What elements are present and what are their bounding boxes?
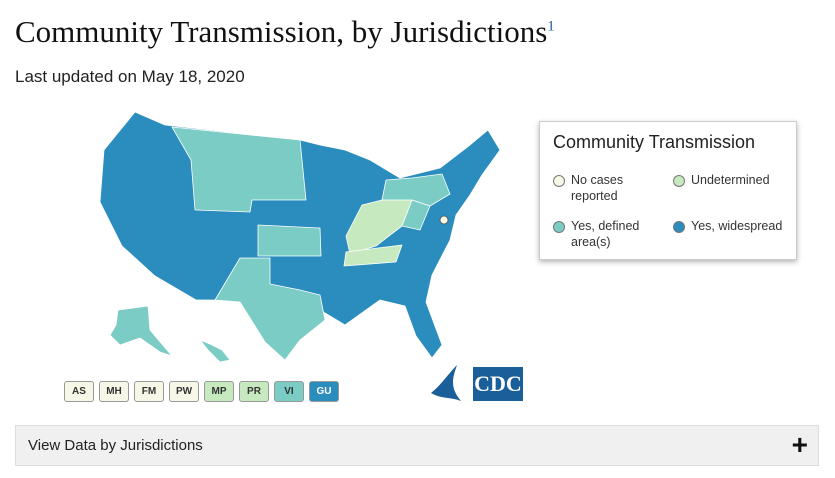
legend-item: Yes, defined area(s)	[553, 218, 663, 250]
territory-button[interactable]: AS	[64, 381, 94, 402]
legend: Community Transmission No cases reported…	[539, 121, 797, 260]
territory-button[interactable]: MP	[204, 381, 234, 402]
territory-button[interactable]: PR	[239, 381, 269, 402]
title-text: Community Transmission, by Jurisdictions	[15, 14, 548, 49]
alaska	[109, 305, 173, 357]
hawaii	[199, 339, 231, 363]
territory-button[interactable]: VI	[274, 381, 304, 402]
state-region	[171, 126, 307, 213]
legend-swatch	[673, 175, 685, 187]
legend-label: Yes, widespread	[691, 219, 783, 233]
state-region	[257, 224, 322, 257]
legend-item: Yes, widespread	[673, 218, 783, 234]
hhs-logo	[431, 365, 461, 401]
accordion-icon: +	[791, 429, 808, 460]
legend-swatch	[553, 175, 565, 187]
state-region	[401, 199, 431, 231]
legend-swatch	[673, 221, 685, 233]
state-region	[439, 215, 449, 225]
territory-button[interactable]: FM	[134, 381, 164, 402]
legend-label: No cases reported	[571, 173, 624, 203]
legend-label: Undetermined	[691, 173, 770, 187]
accordion[interactable]: View Data by Jurisdictions +	[15, 425, 819, 466]
legend-item: No cases reported	[553, 172, 663, 204]
state-region	[214, 257, 326, 361]
legend-title: Community Transmission	[553, 132, 756, 152]
territory-button[interactable]: MH	[99, 381, 129, 402]
legend-swatch	[553, 221, 565, 233]
title: Community Transmission, by Jurisdictions…	[15, 14, 555, 50]
legend-label: Yes, defined area(s)	[571, 219, 640, 249]
territory-button[interactable]: PW	[169, 381, 199, 402]
subtitle: Last updated on May 18, 2020	[15, 67, 245, 86]
territory-button[interactable]: GU	[309, 381, 339, 402]
logo: CDC	[431, 365, 523, 401]
footnote-mark: 1	[547, 18, 555, 35]
territory-buttons: AS MH FM PW MP PR VI GU	[64, 381, 339, 402]
accordion-label: View Data by Jurisdictions	[28, 437, 203, 454]
us-map	[99, 111, 501, 363]
legend-item: Undetermined	[673, 172, 783, 188]
cdc-box	[473, 367, 523, 401]
state-region	[343, 244, 403, 267]
cdc-text: CDC	[474, 371, 522, 396]
